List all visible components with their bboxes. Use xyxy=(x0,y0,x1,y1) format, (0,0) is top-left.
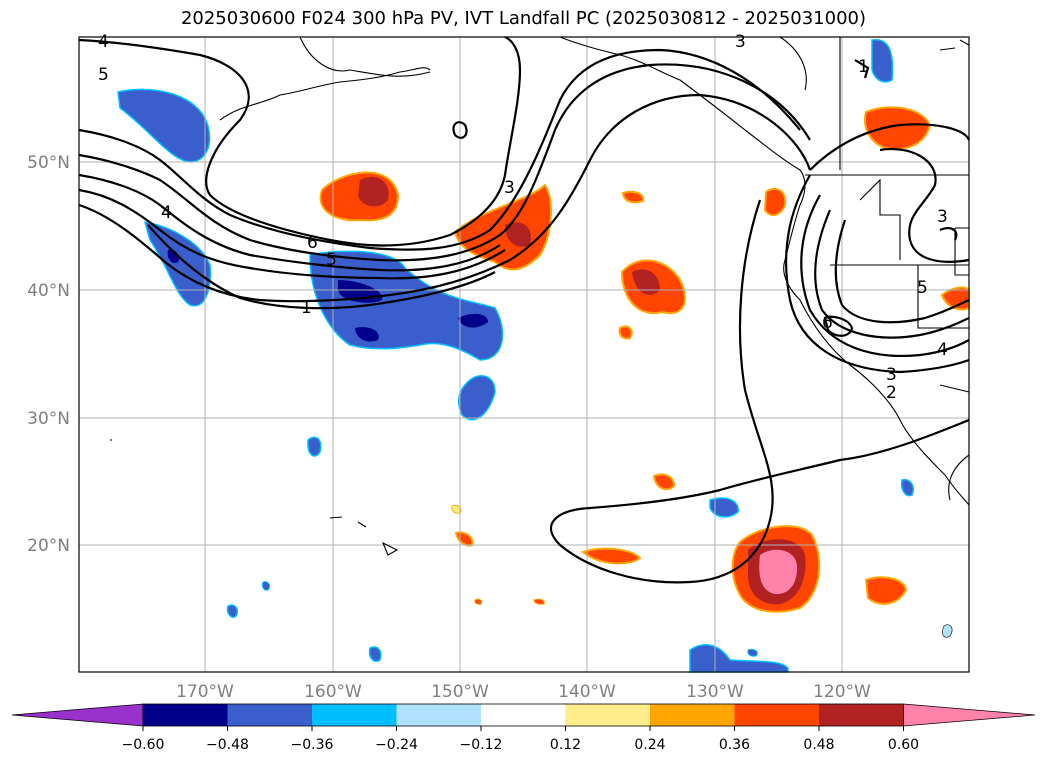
coastlines xyxy=(110,36,970,556)
colorbar-segment xyxy=(565,704,651,726)
lon-label: 170°W xyxy=(176,682,234,702)
contour-label: 2 xyxy=(886,383,897,403)
lon-label: 140°W xyxy=(558,682,616,702)
map-frame xyxy=(78,36,970,673)
colorbar-extend-low xyxy=(11,703,144,727)
longitude-labels: 170°W 160°W 150°W 140°W 130°W 120°W xyxy=(176,682,871,702)
contour-label: 3 xyxy=(504,178,515,198)
contour-label: 3 xyxy=(886,365,897,385)
colorbar-segment xyxy=(819,704,904,726)
positive-anomaly-shading xyxy=(319,106,970,613)
colorbar-tick-label: −0.60 xyxy=(122,737,165,753)
colorbar-segment xyxy=(650,704,735,726)
colorbar-segment xyxy=(143,704,228,726)
contour-label: 6 xyxy=(822,313,833,333)
contour-label: 5 xyxy=(98,65,109,85)
lon-label: 160°W xyxy=(304,682,362,702)
contour-label: 5 xyxy=(917,278,928,298)
colorbar: −0.60 −0.48 −0.36 −0.24 −0.12 0.12 0.24 0.36 0.4… xyxy=(11,703,1036,753)
ivt-contours xyxy=(78,35,971,584)
colorbar-tick-label: 0.36 xyxy=(719,737,750,753)
contour-label: 3 xyxy=(937,207,948,227)
colorbar-tick-label: −0.12 xyxy=(460,737,503,753)
colorbar-outline xyxy=(142,703,904,727)
lat-label: 20°N xyxy=(27,536,70,556)
colorbar-tick-label: 0.12 xyxy=(550,737,581,753)
colorbar-segment xyxy=(481,704,566,726)
map-background xyxy=(79,37,969,672)
colorbar-tick-label: −0.48 xyxy=(206,737,249,753)
colorbar-tick-label: −0.36 xyxy=(291,737,334,753)
map-panel: 4 5 3 1 3 6 5 1 4 3 5 6 4 3 2 xyxy=(78,32,971,673)
lon-label: 150°W xyxy=(431,682,489,702)
lon-label: 130°W xyxy=(686,682,744,702)
colorbar-segment xyxy=(734,704,820,726)
contour-label: 5 xyxy=(326,250,337,270)
contour-label: 4 xyxy=(98,32,109,52)
colorbar-tick-label: 0.60 xyxy=(888,737,919,753)
colorbar-segment xyxy=(312,704,397,726)
latitude-labels: 50°N 40°N 30°N 20°N xyxy=(27,153,70,556)
contour-label: 4 xyxy=(937,340,948,360)
colorbar-segment xyxy=(396,704,482,726)
colorbar-extend-high xyxy=(903,703,1036,727)
contour-label: 3 xyxy=(735,32,746,52)
colorbar-tick-label: 0.48 xyxy=(803,737,834,753)
contour-label: 6 xyxy=(307,233,318,253)
contour-label: 4 xyxy=(161,203,172,223)
graticule xyxy=(79,37,969,672)
lat-label: 50°N xyxy=(27,153,70,173)
contour-labels: 4 5 3 1 3 6 5 1 4 3 5 6 4 3 2 xyxy=(98,32,948,403)
colorbar-tick-label: 0.24 xyxy=(634,737,665,753)
contour-label: 1 xyxy=(858,57,869,77)
lon-label: 120°W xyxy=(813,682,871,702)
map-title: 2025030600 F024 300 hPa PV, IVT Landfall… xyxy=(180,8,867,29)
colorbar-tick-label: −0.24 xyxy=(375,737,418,753)
contour-label: 1 xyxy=(301,298,312,318)
colorbar-segment xyxy=(227,704,313,726)
lat-label: 40°N xyxy=(27,281,70,301)
lat-label: 30°N xyxy=(27,409,70,429)
